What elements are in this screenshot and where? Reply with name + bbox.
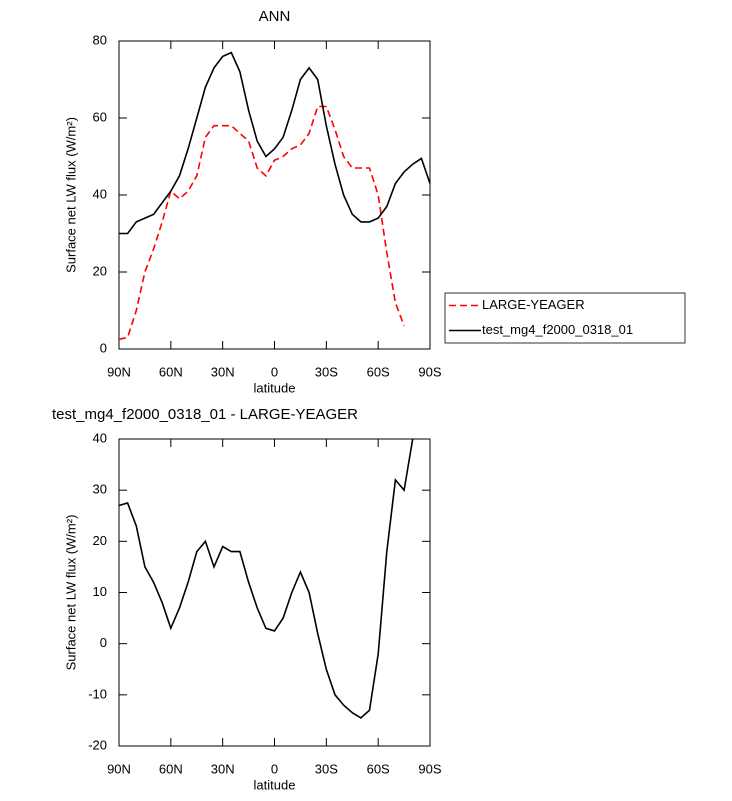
x-tick-label: 60N xyxy=(159,761,183,776)
y-tick-label: 20 xyxy=(93,263,107,278)
x-axis-label: latitude xyxy=(254,380,296,395)
legend-box xyxy=(444,292,686,344)
y-tick-label: -20 xyxy=(88,737,107,752)
x-tick-label: 0 xyxy=(271,364,278,379)
x-tick-label: 90S xyxy=(418,364,441,379)
x-axis-label: latitude xyxy=(254,777,296,792)
legend-label: test_mg4_f2000_0318_01 xyxy=(482,322,633,337)
y-tick-label: 0 xyxy=(100,340,107,355)
x-tick-label: 90N xyxy=(107,364,131,379)
x-tick-label: 30S xyxy=(315,364,338,379)
x-tick-label: 60S xyxy=(367,761,390,776)
legend-label: LARGE-YEAGER xyxy=(482,297,585,312)
x-tick-label: 60N xyxy=(159,364,183,379)
plot-frame xyxy=(118,40,431,350)
data-line xyxy=(118,438,414,719)
x-tick-label: 30N xyxy=(211,761,235,776)
y-tick-label: 0 xyxy=(100,635,107,650)
x-tick-label: 90S xyxy=(418,761,441,776)
series-line xyxy=(118,105,405,341)
x-tick-label: 90N xyxy=(107,761,131,776)
y-tick-label: 30 xyxy=(93,482,107,497)
chart-title: ANN xyxy=(259,8,291,25)
x-tick-label: 30N xyxy=(211,364,235,379)
y-tick-label: 40 xyxy=(93,186,107,201)
y-axis-label: Surface net LW flux (W/m²) xyxy=(63,117,78,273)
series-line xyxy=(119,51,431,235)
y-tick-label: 60 xyxy=(93,109,107,124)
x-tick-label: 0 xyxy=(271,761,278,776)
y-tick-label: 80 xyxy=(93,32,107,47)
chart-title: test_mg4_f2000_0318_01 - LARGE-YEAGER xyxy=(52,406,358,423)
y-axis-label: Surface net LW flux (W/m²) xyxy=(63,515,78,671)
y-tick-label: 40 xyxy=(93,430,107,445)
y-tick-label: 20 xyxy=(93,533,107,548)
y-tick-label: 10 xyxy=(93,584,107,599)
x-tick-label: 60S xyxy=(367,364,390,379)
x-tick-label: 30S xyxy=(315,761,338,776)
y-tick-label: -10 xyxy=(88,686,107,701)
